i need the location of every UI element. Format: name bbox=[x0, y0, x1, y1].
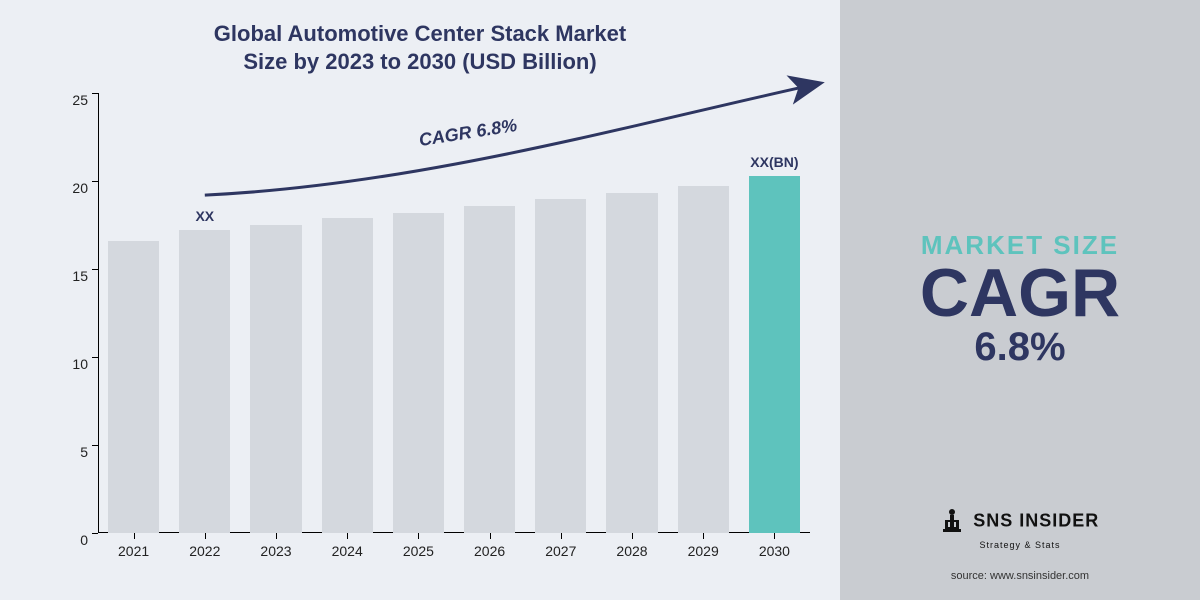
x-tick-label: 2024 bbox=[332, 543, 363, 559]
cagr-curve bbox=[50, 93, 810, 533]
market-size-pct: 6.8% bbox=[974, 325, 1065, 370]
x-tick-label: 2030 bbox=[759, 543, 790, 559]
x-tick-label: 2026 bbox=[474, 543, 505, 559]
chart-title: Global Automotive Center Stack Market Si… bbox=[30, 20, 810, 75]
chart-title-line2: Size by 2023 to 2030 (USD Billion) bbox=[30, 48, 810, 76]
x-tick-label: 2021 bbox=[118, 543, 149, 559]
x-tick bbox=[418, 533, 419, 539]
logo-tagline: Strategy & Stats bbox=[840, 540, 1200, 550]
x-tick-label: 2025 bbox=[403, 543, 434, 559]
x-tick bbox=[205, 533, 206, 539]
x-tick bbox=[632, 533, 633, 539]
x-tick bbox=[347, 533, 348, 539]
logo-icon bbox=[941, 507, 963, 538]
x-tick bbox=[774, 533, 775, 539]
chart-panel: Global Automotive Center Stack Market Si… bbox=[0, 0, 840, 600]
x-tick bbox=[134, 533, 135, 539]
y-tick bbox=[92, 533, 98, 534]
x-tick-label: 2029 bbox=[688, 543, 719, 559]
side-panel: MARKET SIZE CAGR 6.8% SNS INSIDER Strate… bbox=[840, 0, 1200, 600]
y-tick-label: 0 bbox=[50, 532, 88, 548]
page-root: Global Automotive Center Stack Market Si… bbox=[0, 0, 1200, 600]
market-size-cagr: CAGR bbox=[920, 261, 1120, 326]
logo-text: SNS INSIDER bbox=[973, 511, 1099, 531]
logo-block: SNS INSIDER Strategy & Stats bbox=[840, 507, 1200, 550]
x-tick-label: 2023 bbox=[260, 543, 291, 559]
chart-title-line1: Global Automotive Center Stack Market bbox=[30, 20, 810, 48]
x-tick-label: 2022 bbox=[189, 543, 220, 559]
x-tick bbox=[561, 533, 562, 539]
source-line: source: www.snsinsider.com bbox=[840, 570, 1200, 582]
x-tick bbox=[703, 533, 704, 539]
x-tick-label: 2027 bbox=[545, 543, 576, 559]
x-tick-label: 2028 bbox=[616, 543, 647, 559]
chart-area: 0510152025202120222023202420252026202720… bbox=[50, 93, 810, 533]
x-tick bbox=[276, 533, 277, 539]
x-tick bbox=[490, 533, 491, 539]
